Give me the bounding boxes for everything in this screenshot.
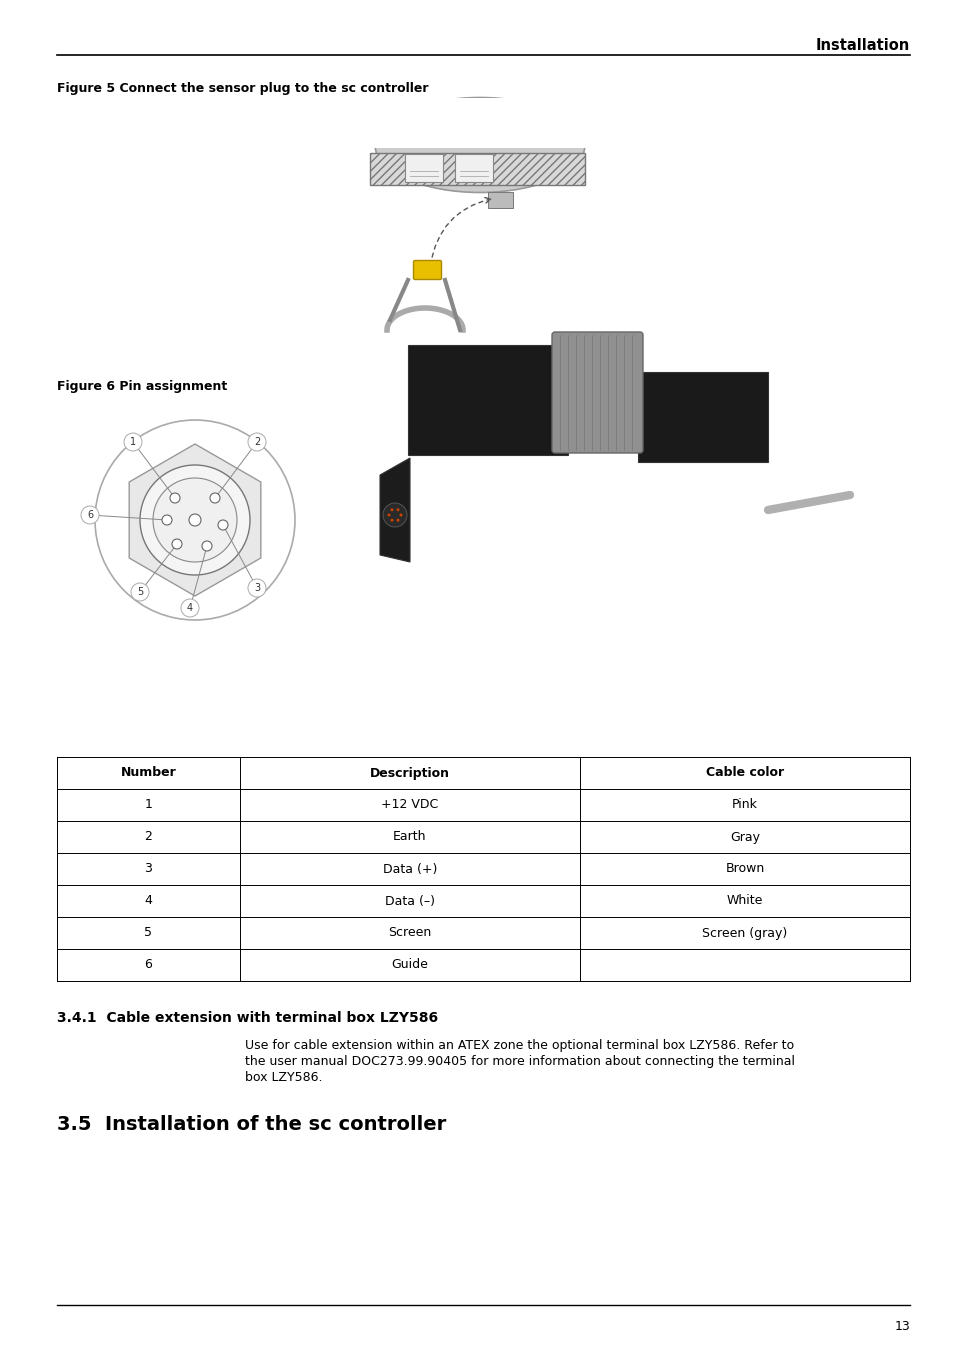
Circle shape: [390, 509, 393, 512]
Text: the user manual DOC273.99.90405 for more information about connecting the termin: the user manual DOC273.99.90405 for more…: [245, 1054, 794, 1068]
Circle shape: [396, 518, 399, 521]
Text: 13: 13: [893, 1320, 909, 1332]
Text: 5: 5: [144, 926, 152, 940]
FancyBboxPatch shape: [552, 332, 642, 454]
Text: Guide: Guide: [391, 958, 428, 972]
Circle shape: [202, 541, 212, 551]
Bar: [638, 373, 767, 462]
Circle shape: [81, 506, 99, 524]
Circle shape: [170, 493, 180, 504]
Circle shape: [162, 514, 172, 525]
Circle shape: [95, 420, 294, 620]
Circle shape: [387, 513, 390, 517]
Circle shape: [152, 478, 236, 562]
Text: 3: 3: [253, 583, 260, 593]
Text: 3.4.1  Cable extension with terminal box LZY586: 3.4.1 Cable extension with terminal box …: [57, 1011, 437, 1025]
Polygon shape: [129, 444, 260, 595]
Circle shape: [399, 513, 402, 517]
Text: +12 VDC: +12 VDC: [381, 798, 438, 811]
Text: Figure 5 Connect the sensor plug to the sc controller: Figure 5 Connect the sensor plug to the …: [57, 82, 428, 94]
Text: Pink: Pink: [731, 798, 757, 811]
Text: 2: 2: [145, 830, 152, 844]
Circle shape: [396, 509, 399, 512]
Text: Screen (gray): Screen (gray): [701, 926, 787, 940]
Circle shape: [248, 433, 266, 451]
Text: Figure 6 Pin assignment: Figure 6 Pin assignment: [57, 379, 227, 393]
Text: Brown: Brown: [724, 863, 763, 876]
Circle shape: [172, 539, 182, 549]
Text: 4: 4: [187, 603, 193, 613]
Bar: [370, 99, 589, 148]
Text: 4: 4: [145, 895, 152, 907]
Circle shape: [390, 518, 393, 521]
Text: Installation: Installation: [815, 38, 909, 53]
Text: Data (+): Data (+): [382, 863, 436, 876]
Text: 6: 6: [87, 510, 93, 520]
FancyBboxPatch shape: [413, 261, 441, 279]
Text: Data (–): Data (–): [385, 895, 435, 907]
Text: Earth: Earth: [393, 830, 426, 844]
Text: Gray: Gray: [729, 830, 760, 844]
Bar: [405, 154, 442, 182]
Circle shape: [181, 599, 199, 617]
Text: 5: 5: [136, 587, 143, 597]
Text: Description: Description: [370, 767, 450, 779]
Text: Number: Number: [120, 767, 176, 779]
Polygon shape: [379, 458, 410, 562]
Circle shape: [124, 433, 142, 451]
Circle shape: [210, 493, 220, 504]
Text: 1: 1: [145, 798, 152, 811]
Text: 3: 3: [145, 863, 152, 876]
Text: Cable color: Cable color: [705, 767, 783, 779]
Circle shape: [140, 464, 250, 575]
Text: box LZY586.: box LZY586.: [245, 1071, 322, 1084]
Bar: [455, 154, 493, 182]
Text: 6: 6: [145, 958, 152, 972]
Circle shape: [382, 504, 407, 526]
Text: Screen: Screen: [388, 926, 431, 940]
Circle shape: [218, 520, 228, 531]
Bar: [408, 346, 567, 455]
Text: 2: 2: [253, 437, 260, 447]
Circle shape: [131, 583, 149, 601]
Bar: [488, 192, 513, 208]
Text: White: White: [726, 895, 762, 907]
Text: Use for cable extension within an ATEX zone the optional terminal box LZY586. Re: Use for cable extension within an ATEX z…: [245, 1040, 793, 1052]
Ellipse shape: [375, 97, 584, 193]
Circle shape: [189, 514, 201, 526]
Bar: [370, 153, 584, 185]
Text: 3.5  Installation of the sc controller: 3.5 Installation of the sc controller: [57, 1115, 446, 1134]
Circle shape: [248, 579, 266, 597]
Text: 1: 1: [130, 437, 136, 447]
